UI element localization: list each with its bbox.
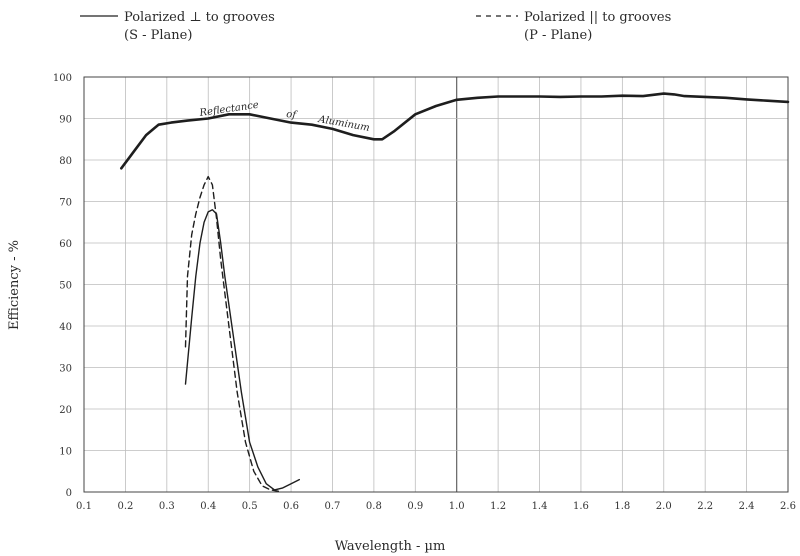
- x-tick-label-15: 2.2: [697, 501, 713, 512]
- x-tick-label-16: 2.4: [739, 501, 755, 512]
- y-axis-label: Efficiency - %: [7, 240, 22, 330]
- x-tick-label-10: 1.2: [490, 501, 506, 512]
- y-tick-label-2: 20: [59, 405, 72, 416]
- plot-frame: [83, 76, 789, 493]
- y-tick-label-5: 50: [59, 281, 72, 292]
- legend-dashed-sub: (P - Plane): [524, 28, 592, 43]
- legend-solid-label: Polarized ⊥ to grooves: [124, 10, 275, 25]
- x-tick-label-1: 0.2: [117, 501, 133, 512]
- annotation-word-1: Reflectance: [198, 100, 260, 119]
- x-tick-label-6: 0.7: [325, 501, 341, 512]
- annotation-word-2: of: [286, 109, 299, 121]
- x-axis-label: Wavelength - µm: [335, 539, 446, 554]
- y-tick-label-7: 70: [59, 198, 72, 209]
- x-tick-label-7: 0.8: [366, 501, 382, 512]
- x-tick-label-13: 1.8: [614, 501, 630, 512]
- legend-solid-sub: (S - Plane): [124, 28, 192, 43]
- legend-dashed-label: Polarized || to grooves: [524, 10, 671, 25]
- x-tick-label-8: 0.9: [407, 501, 423, 512]
- x-tick-label-3: 0.4: [200, 501, 216, 512]
- x-tick-label-2: 0.3: [159, 501, 175, 512]
- x-tick-label-17: 2.6: [780, 501, 796, 512]
- x-tick-label-12: 1.6: [573, 501, 589, 512]
- y-tick-label-3: 30: [59, 364, 72, 375]
- x-tick-label-11: 1.4: [532, 501, 548, 512]
- x-tick-label-5: 0.6: [283, 501, 299, 512]
- y-tick-label-4: 40: [59, 322, 72, 333]
- y-tick-label-0: 0: [66, 488, 72, 499]
- legend: Polarized ⊥ to grooves (S - Plane) Polar…: [80, 10, 671, 43]
- x-tick-label-14: 2.0: [656, 501, 672, 512]
- grid: [83, 76, 789, 493]
- reflectance-annotation: Reflectance of Aluminum: [198, 100, 371, 134]
- y-tick-label-1: 10: [59, 447, 72, 458]
- series-line-0: [120, 92, 790, 170]
- x-tick-label-9: 1.0: [449, 501, 465, 512]
- y-tick-label-10: 100: [53, 73, 72, 84]
- tick-labels: 0.1 0.2 0.3 0.4 0.5 0.6 0.7 0.8 0.9 1.0 1.2 1.4 1.6 1…: [53, 73, 796, 512]
- y-tick-label-8: 80: [59, 156, 72, 167]
- y-tick-label-9: 90: [59, 115, 72, 126]
- x-tick-label-0: 0.1: [76, 501, 92, 512]
- series-layer: [120, 92, 790, 492]
- y-tick-label-6: 60: [59, 239, 72, 250]
- series-line-1: [184, 209, 300, 491]
- x-tick-label-4: 0.5: [242, 501, 258, 512]
- series-line-2: [184, 175, 280, 492]
